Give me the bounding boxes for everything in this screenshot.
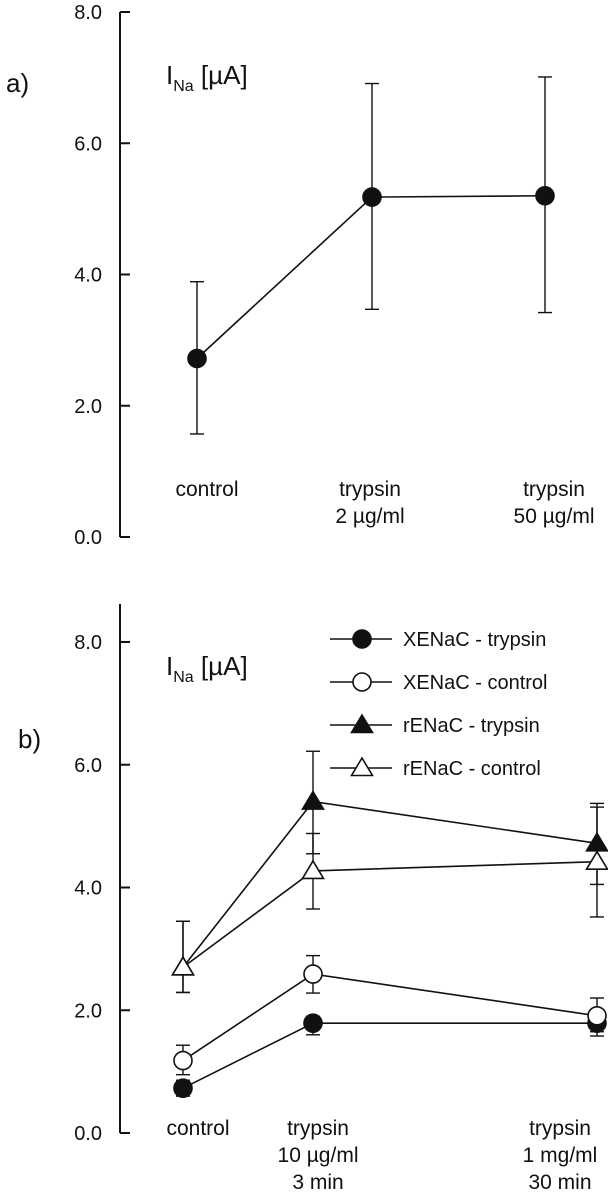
data-point bbox=[171, 955, 195, 976]
y-tick-label: 8.0 bbox=[74, 632, 102, 654]
data-point bbox=[301, 790, 325, 810]
series-line bbox=[182, 860, 598, 968]
x-category-label: trypsin bbox=[287, 1117, 349, 1140]
x-category-label: 50 µg/ml bbox=[514, 505, 595, 528]
data-point bbox=[587, 1005, 607, 1026]
data-point bbox=[187, 348, 207, 369]
panel-label: b) bbox=[18, 724, 41, 754]
data-point bbox=[303, 1013, 323, 1033]
data-point bbox=[362, 187, 382, 207]
legend-label: XENaC - trypsin bbox=[403, 629, 546, 651]
y-axis-label: INa [µA] bbox=[166, 60, 248, 95]
x-category-label: control bbox=[175, 478, 238, 501]
legend-marker bbox=[350, 713, 374, 734]
series-3 bbox=[171, 750, 608, 994]
data-point bbox=[303, 964, 323, 984]
legend-marker bbox=[352, 629, 372, 649]
y-tick-label: 2.0 bbox=[74, 1000, 102, 1022]
legend-label: XENaC - control bbox=[403, 672, 548, 694]
legend-label: rENaC - trypsin bbox=[403, 715, 540, 737]
y-tick-label: 2.0 bbox=[74, 396, 102, 418]
x-category-label: 3 min bbox=[292, 1171, 343, 1194]
series-1 bbox=[187, 76, 555, 435]
y-tick-label: 6.0 bbox=[74, 133, 102, 155]
panel-label: a) bbox=[6, 68, 29, 98]
x-category-label: 2 µg/ml bbox=[335, 505, 404, 528]
x-category-label: trypsin bbox=[529, 1117, 591, 1140]
legend-marker bbox=[352, 672, 372, 692]
y-tick-label: 4.0 bbox=[74, 265, 102, 287]
series-line bbox=[182, 1022, 597, 1089]
y-tick-label: 8.0 bbox=[74, 2, 102, 24]
data-point bbox=[585, 850, 608, 871]
y-tick-label: 4.0 bbox=[74, 878, 102, 900]
series-line bbox=[182, 973, 598, 1062]
series-line bbox=[196, 194, 546, 360]
x-category-label: trypsin bbox=[523, 478, 585, 501]
data-point bbox=[173, 1050, 193, 1071]
x-category-label: trypsin bbox=[339, 478, 401, 501]
x-category-label: 30 min bbox=[528, 1171, 591, 1194]
series-4 bbox=[171, 806, 608, 994]
legend-label: rENaC - control bbox=[403, 758, 541, 780]
data-point bbox=[535, 185, 555, 206]
y-tick-label: 0.0 bbox=[74, 1123, 102, 1145]
x-category-label: 10 µg/ml bbox=[278, 1144, 359, 1167]
series-line bbox=[182, 800, 598, 968]
data-point bbox=[173, 1078, 193, 1098]
panel-a: a) 0.0 2.0 4.0 6.0 8.0 INa [µA] control trypsin 2… bbox=[6, 2, 594, 549]
legend-marker bbox=[350, 756, 374, 777]
legend: XENaC - trypsin XENaC - control rENaC - tr… bbox=[330, 629, 548, 780]
y-tick-label: 0.0 bbox=[74, 527, 102, 549]
x-category-label: 1 mg/ml bbox=[523, 1144, 598, 1167]
y-tick-label: 6.0 bbox=[74, 755, 102, 777]
series-2 bbox=[173, 954, 607, 1076]
y-axis-label: INa [µA] bbox=[166, 651, 248, 686]
x-category-label: control bbox=[166, 1117, 229, 1140]
panel-b: b) 0.0 2.0 4.0 6.0 8.0 INa [µA] control trypsin 1… bbox=[18, 604, 608, 1194]
data-point bbox=[301, 859, 325, 880]
